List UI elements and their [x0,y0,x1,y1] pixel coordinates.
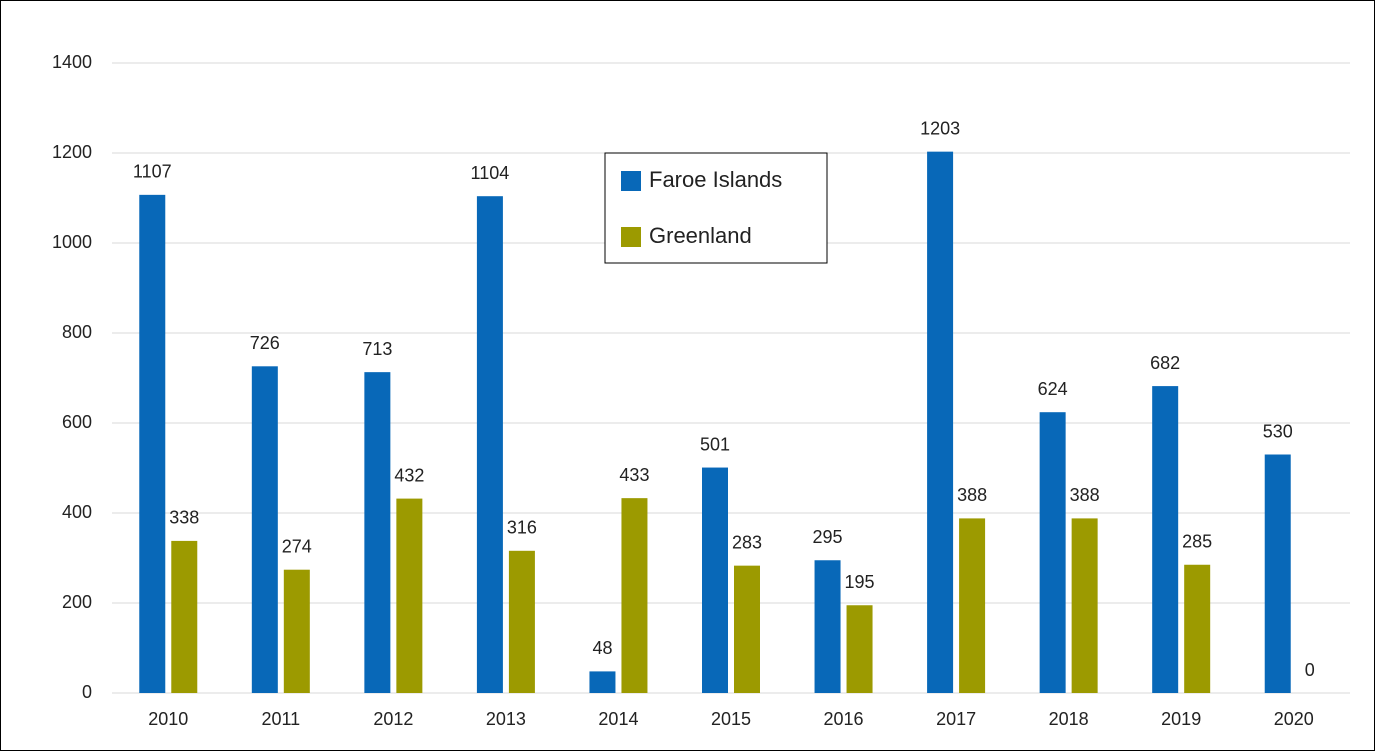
bar [1071,518,1098,693]
data-label: 195 [845,572,875,592]
data-label: 0 [1305,660,1315,680]
y-tick-label: 1200 [52,142,92,162]
bar [959,518,986,693]
x-tick-label: 2011 [261,709,300,729]
data-label: 682 [1150,353,1180,373]
y-tick-label: 400 [62,502,92,522]
bar [621,498,648,693]
bar [1039,412,1066,693]
data-label: 295 [813,527,843,547]
data-label: 530 [1263,421,1293,441]
bar [702,467,728,693]
data-label: 433 [619,465,649,485]
bar [589,671,616,693]
data-label: 274 [282,536,312,556]
bar [139,194,166,693]
data-label: 624 [1038,379,1068,399]
bar [927,151,954,693]
bar [364,372,391,693]
bar [1264,454,1291,693]
data-label: 726 [250,333,280,353]
x-tick-label: 2018 [1049,709,1089,729]
data-label: 285 [1182,532,1212,552]
legend-swatch [621,227,641,247]
data-label: 713 [362,339,392,359]
bar [283,569,310,693]
data-label: 1107 [133,162,172,182]
data-label: 432 [394,465,424,485]
x-tick-label: 2017 [936,709,976,729]
x-tick-label: 2019 [1161,709,1201,729]
data-label: 316 [507,518,537,538]
x-tick-label: 2013 [486,709,526,729]
data-label: 388 [1070,485,1100,505]
legend-label: Greenland [649,223,752,248]
bar [171,540,198,693]
x-tick-label: 2012 [373,709,413,729]
bar [476,196,503,693]
data-label: 338 [169,508,199,528]
y-tick-label: 800 [62,322,92,342]
data-label: 283 [732,532,762,552]
x-tick-label: 2010 [148,709,188,729]
bar [508,550,535,693]
bar [251,366,278,693]
bar [396,498,423,693]
y-tick-label: 200 [62,592,92,612]
x-tick-label: 2014 [598,709,638,729]
y-tick-label: 600 [62,412,92,432]
legend-swatch [621,171,641,191]
data-label: 388 [957,485,987,505]
legend-label: Faroe Islands [649,167,782,192]
bar [1152,386,1179,693]
bar [734,565,760,693]
data-label: 501 [700,434,730,454]
data-label: 1104 [471,163,510,183]
bar [846,605,873,693]
x-tick-label: 2015 [711,709,751,729]
data-label: 1203 [920,118,960,138]
y-tick-label: 1000 [52,232,92,252]
legend-box [604,152,828,264]
x-tick-label: 2020 [1274,709,1314,729]
data-label: 48 [592,638,612,658]
y-tick-label: 1400 [52,52,92,72]
bar [1184,564,1211,693]
y-tick-label: 0 [82,682,92,702]
x-tick-label: 2016 [824,709,864,729]
bar [814,560,841,693]
